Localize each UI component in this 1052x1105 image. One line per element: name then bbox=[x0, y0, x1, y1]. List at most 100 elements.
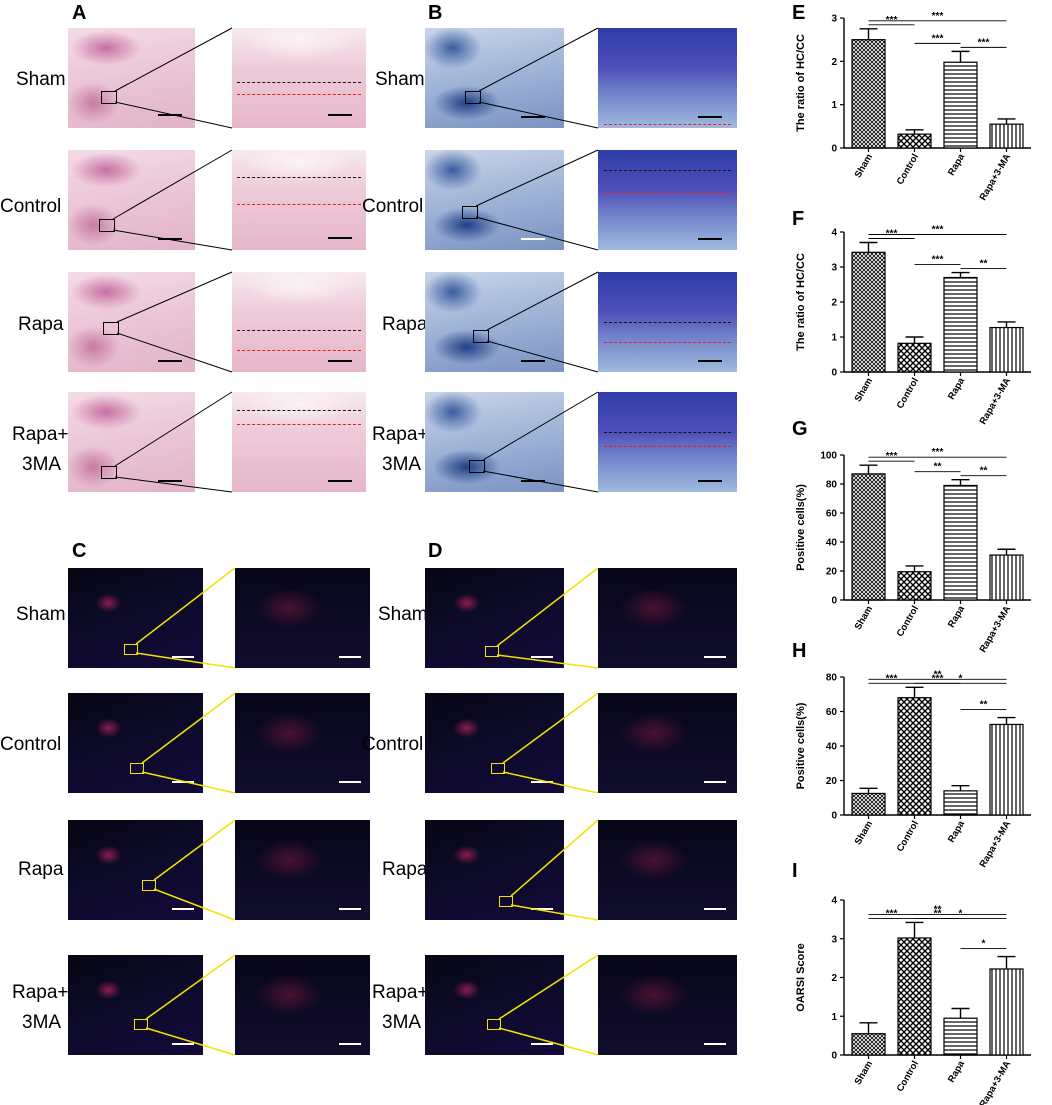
tb-rapa3ma-overview bbox=[425, 392, 564, 492]
scale-bar bbox=[339, 781, 361, 783]
x-tick-label: Rapa+3-MA bbox=[978, 152, 1014, 203]
row-label-rapa3ma-c-1: Rapa+ bbox=[12, 982, 69, 1003]
significance-label: *** bbox=[932, 673, 944, 684]
y-tick-label: 3 bbox=[831, 263, 837, 274]
x-tick-label: Rapa+3-MA bbox=[978, 604, 1014, 655]
scale-bar bbox=[158, 114, 182, 116]
connector-line bbox=[145, 954, 236, 1020]
zoom-box bbox=[134, 1019, 148, 1030]
significance-label: *** bbox=[932, 11, 944, 22]
scale-bar bbox=[158, 238, 182, 240]
cement-line bbox=[237, 350, 361, 351]
panel-label-a: A bbox=[72, 2, 87, 24]
cement-line bbox=[237, 94, 361, 95]
zoom-box bbox=[487, 1019, 501, 1030]
significance-label: ** bbox=[934, 669, 942, 680]
significance-label: ** bbox=[934, 904, 942, 915]
zoom-box bbox=[99, 219, 115, 232]
x-tick-label: Rapa bbox=[946, 151, 967, 177]
significance-label: *** bbox=[932, 447, 944, 458]
scale-bar bbox=[328, 237, 352, 239]
y-tick-label: 40 bbox=[826, 742, 838, 753]
y-tick-label: 4 bbox=[831, 228, 837, 239]
y-tick-label: 2 bbox=[831, 973, 837, 984]
y-tick-label: 2 bbox=[831, 298, 837, 309]
bar-rapa-3-ma bbox=[989, 723, 1024, 816]
fl-c-rapa-overview bbox=[68, 820, 203, 920]
connector-line bbox=[482, 391, 599, 461]
panel-label-i: I bbox=[792, 860, 798, 882]
bar-control bbox=[897, 697, 932, 816]
significance-label: * bbox=[982, 939, 986, 950]
tidemark-line bbox=[603, 170, 732, 171]
chart-g: 0 20 40 60 80 100 Positive cells(%) Sham Control… bbox=[795, 447, 1031, 655]
bar-sham bbox=[851, 251, 886, 373]
connector-line bbox=[116, 332, 233, 373]
scale-bar bbox=[339, 656, 361, 658]
bar-charts: 0 1 2 3 The ratio of HC/CC Sham Control Rapa Rap… bbox=[795, 11, 1031, 1105]
row-label-control-a: Control bbox=[0, 196, 62, 217]
row-label-sham-d: Sham bbox=[378, 604, 428, 625]
connector-line bbox=[486, 271, 599, 331]
scale-bar bbox=[339, 908, 361, 910]
panel-label-g: G bbox=[792, 418, 808, 440]
he-rapa3ma-zoom bbox=[232, 392, 366, 492]
scale-bar bbox=[521, 360, 545, 362]
scale-bar bbox=[704, 1043, 726, 1045]
zoom-box bbox=[473, 330, 489, 343]
connector-line bbox=[486, 340, 599, 373]
significance-label: *** bbox=[978, 37, 990, 48]
scale-bar bbox=[158, 360, 182, 362]
y-tick-label: 0 bbox=[831, 1051, 837, 1062]
zoom-box bbox=[142, 880, 156, 891]
row-label-control-c: Control bbox=[0, 734, 62, 755]
y-tick-label: 0 bbox=[831, 368, 837, 379]
scale-bar bbox=[172, 908, 194, 910]
scale-bar bbox=[328, 360, 352, 362]
y-axis-label: The ratio of HC/CC bbox=[795, 34, 807, 132]
chart-e: 0 1 2 3 The ratio of HC/CC Sham Control Rapa Rap… bbox=[795, 11, 1031, 203]
tb-control-overview bbox=[425, 150, 564, 250]
significance-label: * bbox=[959, 908, 963, 919]
connector-line bbox=[153, 888, 236, 921]
fl-c-rapa3ma-zoom bbox=[235, 955, 370, 1055]
connector-line bbox=[145, 1027, 236, 1056]
zoom-box bbox=[465, 91, 481, 104]
he-sham-zoom bbox=[232, 28, 366, 128]
x-tick-label: Sham bbox=[853, 819, 875, 847]
scale-bar bbox=[531, 908, 553, 910]
scale-bar bbox=[172, 656, 194, 658]
zoom-box bbox=[130, 763, 144, 774]
y-tick-label: 4 bbox=[831, 896, 837, 907]
x-tick-label: Control bbox=[895, 819, 921, 854]
x-tick-label: Rapa bbox=[946, 603, 967, 629]
zoom-box bbox=[491, 763, 505, 774]
y-tick-label: 80 bbox=[826, 480, 838, 491]
y-tick-label: 1 bbox=[831, 1012, 837, 1023]
row-label-rapa3ma-c-2: 3MA bbox=[22, 1012, 62, 1033]
significance-label: * bbox=[959, 673, 963, 684]
x-tick-label: Control bbox=[895, 152, 921, 187]
bar-rapa-3-ma bbox=[989, 554, 1024, 601]
row-label-rapa-b: Rapa bbox=[382, 314, 428, 335]
connector-line bbox=[112, 229, 233, 251]
y-tick-label: 20 bbox=[826, 567, 838, 578]
he-rapa-overview bbox=[68, 272, 195, 372]
connector-line bbox=[153, 819, 236, 881]
tb-rapa-overview bbox=[425, 272, 564, 372]
row-label-control-d: Control bbox=[362, 734, 424, 755]
bar-sham bbox=[851, 473, 886, 601]
fl-d-rapa3ma-overview bbox=[425, 955, 564, 1055]
significance-label: *** bbox=[886, 451, 898, 462]
zoom-connector-lines bbox=[112, 27, 599, 1056]
chart-i: 0 1 2 3 4 OARSI Score Sham Control Rapa Rapa+3-MA… bbox=[795, 896, 1031, 1105]
scale-bar bbox=[328, 480, 352, 482]
bar-rapa-3-ma bbox=[989, 326, 1024, 373]
significance-label: ** bbox=[934, 908, 942, 919]
y-tick-label: 20 bbox=[826, 776, 838, 787]
connector-line bbox=[478, 101, 599, 129]
y-tick-label: 1 bbox=[831, 100, 837, 111]
row-label-rapa-d: Rapa bbox=[382, 859, 428, 880]
fl-c-control-overview bbox=[68, 693, 203, 793]
tb-rapa-zoom bbox=[598, 272, 737, 372]
